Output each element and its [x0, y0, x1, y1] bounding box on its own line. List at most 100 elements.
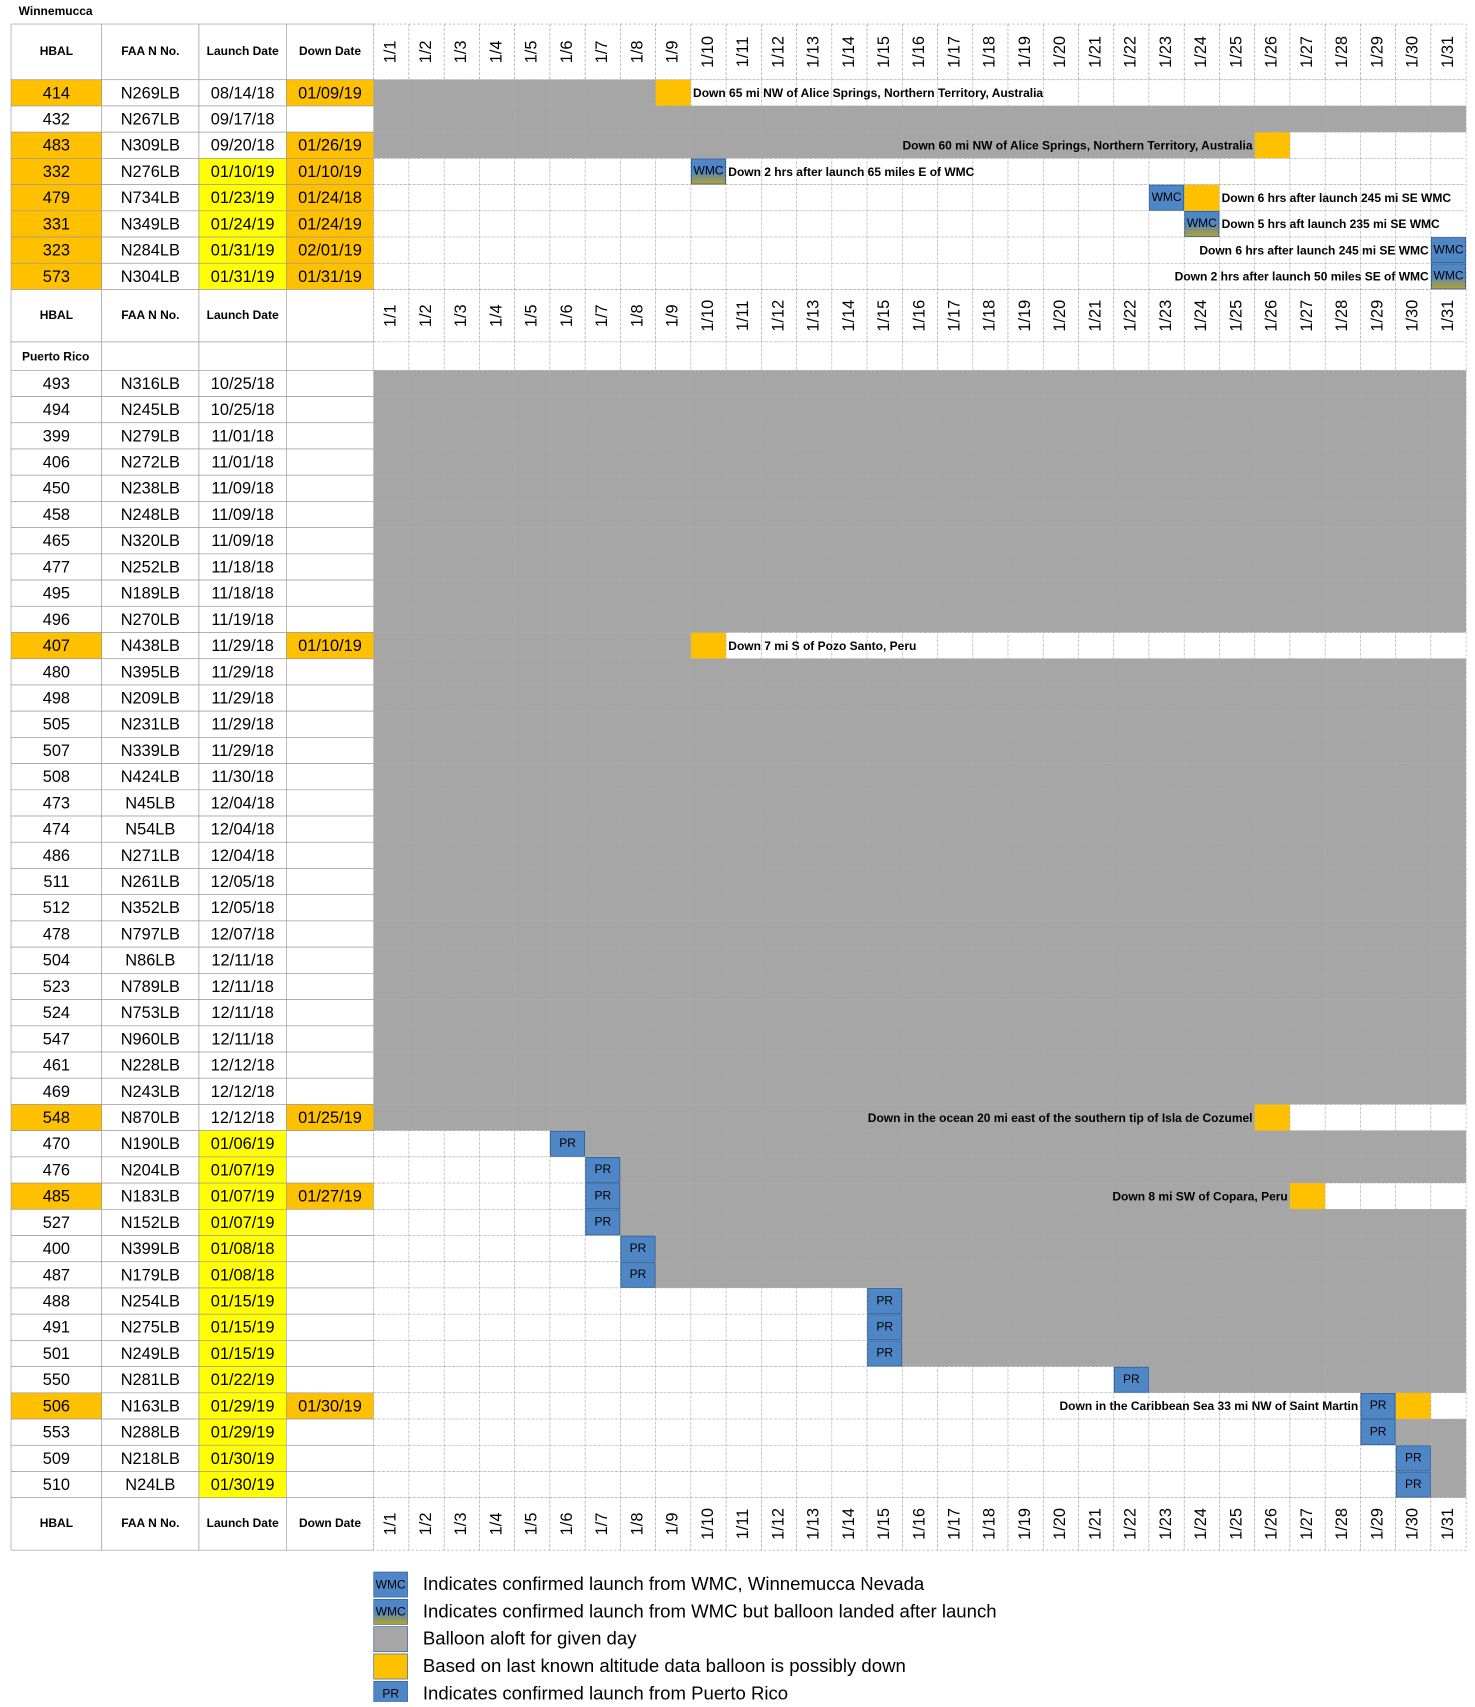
day-cell: [1324, 1444, 1361, 1472]
day-cell: [1219, 579, 1256, 607]
day-cell: [972, 579, 1009, 607]
day-cell: [866, 1444, 903, 1472]
day-cell: [443, 1366, 480, 1394]
day-cell: [1183, 422, 1220, 450]
faa-text: N352LB: [121, 899, 180, 917]
hbal-text: 323: [43, 242, 70, 260]
day-cell: [1078, 1313, 1115, 1341]
day-cell: [373, 262, 410, 290]
day-cell: [725, 789, 762, 817]
day-cell: [761, 1104, 797, 1131]
launch-cell: [198, 1444, 287, 1472]
day-cell: [1289, 789, 1326, 817]
day-cell: [1148, 999, 1185, 1027]
day-cell: [549, 1261, 586, 1289]
day-cell: [796, 527, 833, 555]
day-cell: [1042, 474, 1079, 502]
launch-text: 01/15/19: [211, 1319, 275, 1337]
day-cell: [514, 1182, 551, 1210]
faa-text: N339LB: [121, 742, 180, 760]
day-cell: [831, 1156, 868, 1184]
day-cell: [796, 1261, 833, 1289]
day-cell: [443, 999, 480, 1027]
day-cell: [725, 370, 762, 397]
day-cell: [690, 815, 727, 843]
day-cell: [725, 841, 762, 869]
day-cell: [443, 184, 480, 212]
day-cell: [1219, 946, 1256, 974]
day-cell: [549, 501, 586, 528]
day-cell: [479, 710, 516, 738]
launch-marker: [867, 1288, 903, 1315]
day-cell: [1360, 501, 1396, 528]
day-cell: [1324, 1235, 1361, 1263]
day-cell: [1042, 1313, 1079, 1341]
hbal-text: 494: [43, 401, 70, 419]
launch-cell: [198, 579, 287, 607]
day-cell: [408, 1077, 445, 1105]
hbal-text: 465: [43, 532, 70, 550]
day-cell: [1254, 1104, 1291, 1131]
day-cell: [1395, 658, 1432, 686]
day-cell: [479, 1104, 516, 1131]
day-cell: [796, 396, 833, 424]
day-cell: [1360, 474, 1396, 502]
day-cell: [937, 422, 974, 450]
day-cell: [1324, 1287, 1361, 1315]
day-cell: [1289, 396, 1326, 424]
day-cell: [1430, 1392, 1467, 1420]
day-cell: [796, 973, 833, 1000]
faa-cell: [101, 474, 200, 502]
day-cell: [796, 210, 833, 238]
faa-text: N228LB: [121, 1057, 180, 1075]
day-cell: [1324, 1340, 1361, 1367]
launch-cell: [198, 1418, 287, 1446]
day-cell: [479, 1208, 516, 1236]
launch-marker: [1360, 1392, 1396, 1419]
day-header-cell: [1219, 1497, 1256, 1551]
day-cell: [1324, 1130, 1361, 1158]
day-cell: [972, 1366, 1009, 1394]
day-cell: [1078, 579, 1115, 607]
launch-cell: [198, 894, 287, 922]
day-cell: [972, 370, 1009, 397]
landing-note: Down in the Caribbean Sea 33 mi NW of Sa…: [1060, 1399, 1359, 1413]
day-cell: [479, 210, 516, 238]
day-cell: [443, 1313, 480, 1341]
day-cell: [725, 1104, 762, 1131]
day-cell: [937, 210, 974, 238]
day-cell: [972, 1313, 1009, 1341]
hbal-cell: [10, 1051, 103, 1079]
day-cell: [866, 210, 903, 238]
day-cell: [937, 262, 974, 290]
day-cell: [1289, 1182, 1326, 1210]
day-cell: [1113, 184, 1150, 212]
launch-cell: [198, 946, 287, 974]
day-cell: [1289, 1025, 1326, 1053]
faa-text: N252LB: [121, 558, 180, 576]
day-cell: [549, 79, 586, 107]
day-cell: [761, 105, 797, 133]
day-cell: [1007, 789, 1044, 817]
day-cell: [972, 158, 1009, 185]
launch-marker-label: PR: [1123, 1372, 1140, 1386]
hbal-text: 476: [43, 1161, 70, 1179]
day-header-cell: [373, 23, 410, 81]
day-cell: [725, 1208, 762, 1236]
day-cell: [549, 1208, 586, 1236]
day-cell: [1430, 474, 1467, 502]
day-cell: [1395, 527, 1432, 555]
day-cell: [1289, 710, 1326, 738]
launch-marker: [1395, 1445, 1431, 1472]
day-cell: [1430, 341, 1467, 371]
day-cell: [831, 1471, 868, 1499]
day-cell: [1289, 920, 1326, 948]
day-cell: [1395, 1366, 1432, 1394]
day-cell: [1219, 632, 1256, 660]
day-label: 1/3: [452, 41, 470, 64]
day-cell: [831, 1340, 868, 1367]
day-cell: [1324, 920, 1361, 948]
day-header-cell: [866, 1497, 903, 1551]
day-cell: [1289, 658, 1326, 686]
day-cell: [549, 632, 586, 660]
